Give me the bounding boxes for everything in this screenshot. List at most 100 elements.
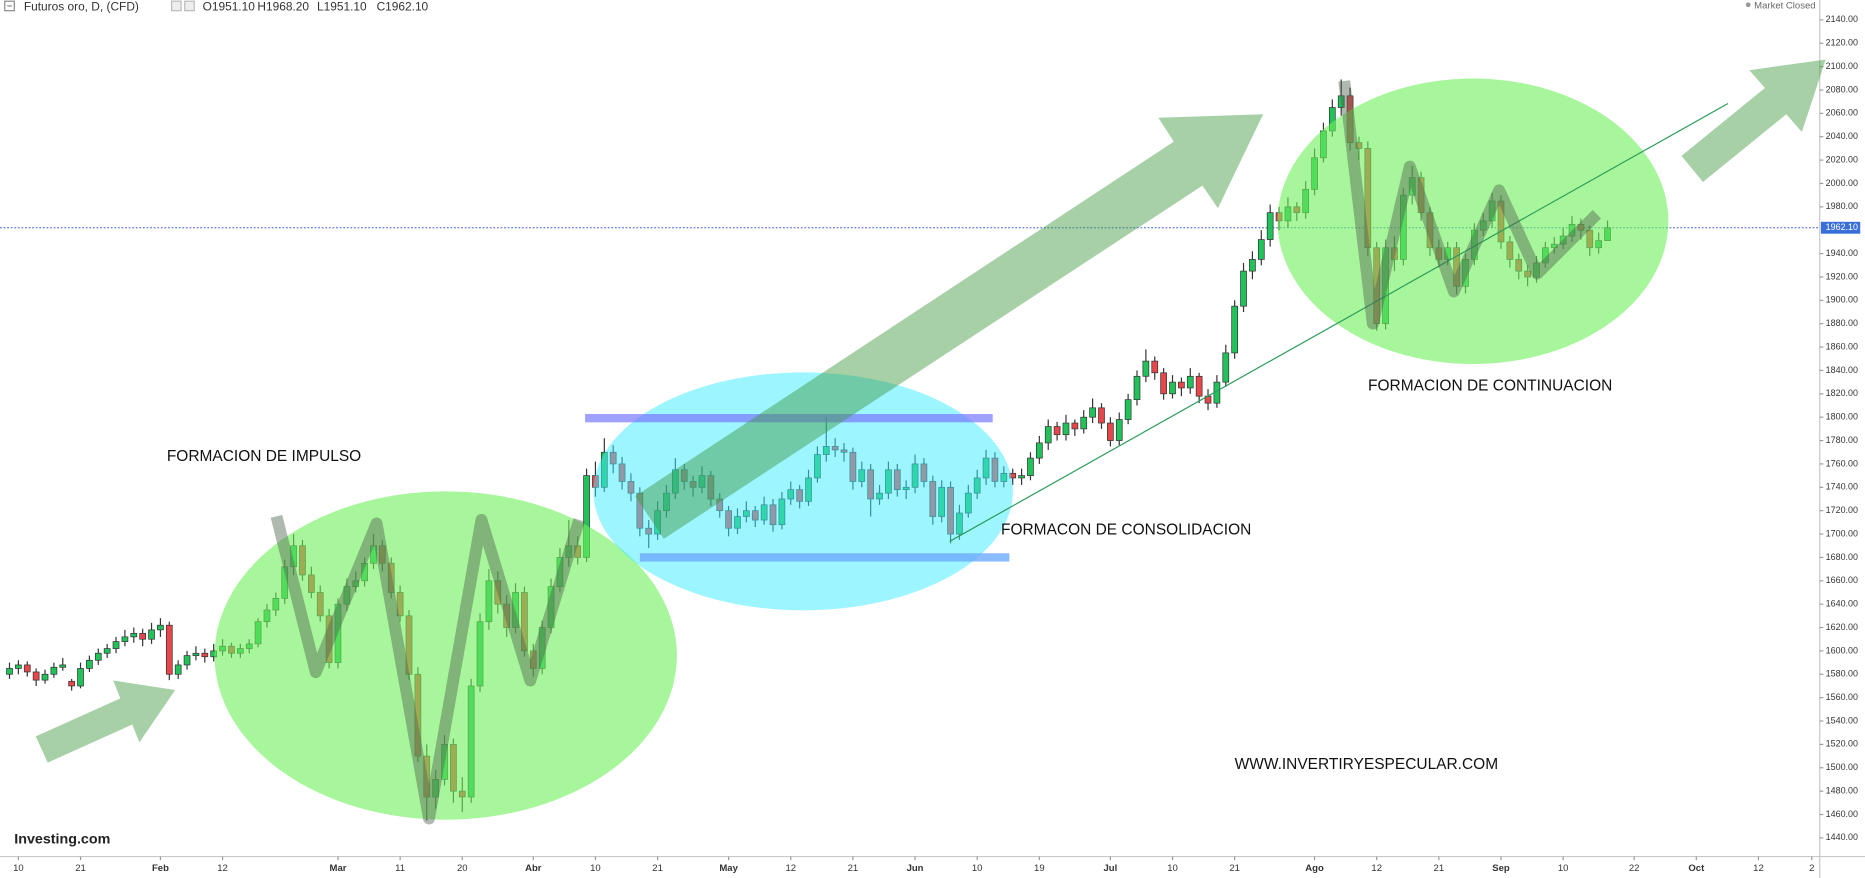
y-tick-label: 1980.00 (1826, 201, 1858, 211)
x-tick-label: 10 (1558, 863, 1569, 874)
candle-body (1036, 442, 1043, 459)
icon (184, 0, 195, 12)
candle-body (1337, 95, 1345, 108)
x-tick-label: 2 (1809, 863, 1814, 874)
y-tick-label: 1460.00 (1826, 809, 1858, 819)
x-tick-label: 12 (1371, 863, 1382, 874)
ohlc-label: H1968.20 (257, 0, 309, 13)
candle-body (1231, 305, 1238, 354)
x-tick-label: 21 (652, 863, 663, 874)
x-tick-label: Ago (1305, 863, 1324, 874)
header: Futuros oro, D, (CFD) O1951.10 H1968.20 … (4, 0, 1816, 848)
candle-body (23, 664, 31, 673)
candle-body (1133, 375, 1141, 401)
candle-body (68, 680, 75, 687)
x-tick-label: 10 (972, 863, 983, 874)
candle-body (1089, 407, 1096, 418)
candle-body (1222, 352, 1230, 383)
candle-body (1124, 399, 1132, 420)
y-tick-label: 1740.00 (1826, 482, 1858, 492)
annotation: FORMACION DE CONTINUACION (1368, 378, 1612, 395)
x-tick-label: 12 (785, 863, 796, 874)
candle-body (1044, 426, 1052, 444)
candle-body (201, 652, 209, 658)
candle-body (1071, 422, 1079, 430)
arrow (35, 680, 176, 763)
y-tick-label: 1600.00 (1826, 645, 1858, 655)
y-tick-label: 1480.00 (1826, 786, 1858, 796)
y-tick-label: 1520.00 (1826, 739, 1858, 749)
candle-body (41, 673, 49, 681)
y-tick-label: 1840.00 (1826, 365, 1858, 375)
candle-body (15, 664, 22, 669)
candle-body (1160, 372, 1167, 395)
x-tick-label: 12 (1753, 863, 1764, 874)
x-tick-label: 12 (217, 863, 228, 874)
y-tick-label: 2120.00 (1826, 38, 1858, 48)
last-price-label: 1962.10 (1826, 222, 1858, 232)
candle-body (1018, 475, 1025, 479)
consolidation-ellipse (593, 372, 1013, 611)
y-tick-label: 1720.00 (1826, 505, 1858, 515)
candle-body (1062, 422, 1070, 436)
candle-body (1186, 375, 1194, 389)
annotation: FORMACION DE IMPULSO (167, 448, 361, 465)
x-tick-label: Feb (152, 863, 169, 874)
annotation: WWW.INVERTIRYESPECULAR.COM (1235, 756, 1499, 773)
arrow (1681, 59, 1826, 183)
candle-body (174, 664, 182, 675)
drawings: FORMACION DE IMPULSO FORMACON DE CONSOLI… (35, 59, 1826, 825)
x-tick-label: 11 (395, 863, 405, 874)
ohlc-label: L1951.10 (317, 0, 367, 13)
y-tick-label: 1900.00 (1826, 295, 1858, 305)
y-tick-label: 2040.00 (1826, 131, 1858, 141)
status-dot (1745, 2, 1751, 8)
x-tick-label: 10 (13, 863, 24, 874)
y-tick-label: 1920.00 (1826, 271, 1858, 281)
annotation: FORMACON DE CONSOLIDACION (1001, 522, 1251, 539)
zigzag (270, 513, 585, 825)
candle-body (1257, 239, 1265, 260)
x-tick-label: May (719, 863, 738, 874)
candle-body (148, 629, 155, 640)
icon (4, 0, 15, 12)
candle-body (59, 664, 67, 668)
candle-body (1249, 259, 1256, 272)
y-tick-label: 1700.00 (1826, 528, 1858, 538)
x-tick-label: 20 (457, 863, 468, 874)
y-tick-label: 1880.00 (1826, 318, 1858, 328)
x-tick-label: 22 (1629, 863, 1640, 874)
y-tick-label: 1440.00 (1826, 832, 1858, 842)
y-tick-label: 1680.00 (1826, 552, 1858, 562)
y-tick-label: 2100.00 (1826, 61, 1858, 71)
impulse-ellipse (214, 491, 677, 820)
arrow (635, 114, 1264, 539)
candle-body (130, 633, 138, 638)
support-band (639, 553, 1010, 562)
y-tick-label: 2060.00 (1826, 108, 1858, 118)
y-tick-label: 1580.00 (1826, 669, 1858, 679)
y-tick-label: 2000.00 (1826, 178, 1858, 188)
x-tick-label: Sep (1492, 863, 1510, 874)
y-tick-label: 1860.00 (1826, 341, 1858, 351)
candle-body (77, 668, 84, 687)
ohlc-label: O1951.10 (203, 0, 256, 13)
y-tick-label: 1620.00 (1826, 622, 1858, 632)
y-tick-label: 1940.00 (1826, 248, 1858, 258)
candle-body (1178, 381, 1185, 389)
candle-body (1142, 360, 1150, 377)
x-tick-label: Jul (1103, 863, 1117, 874)
x-tick-label: Abr (525, 863, 542, 874)
candle-body (1115, 419, 1123, 441)
candle-body (1151, 360, 1159, 374)
candle-body (6, 668, 13, 675)
y-tick-label: 2080.00 (1826, 84, 1858, 94)
x-tick-label: 21 (848, 863, 859, 874)
candle-body (183, 655, 191, 666)
candle-body (94, 652, 102, 661)
last-price-box (1820, 221, 1861, 234)
y-tick-label: 1780.00 (1826, 435, 1858, 445)
y-tick-label: 1640.00 (1826, 599, 1858, 609)
